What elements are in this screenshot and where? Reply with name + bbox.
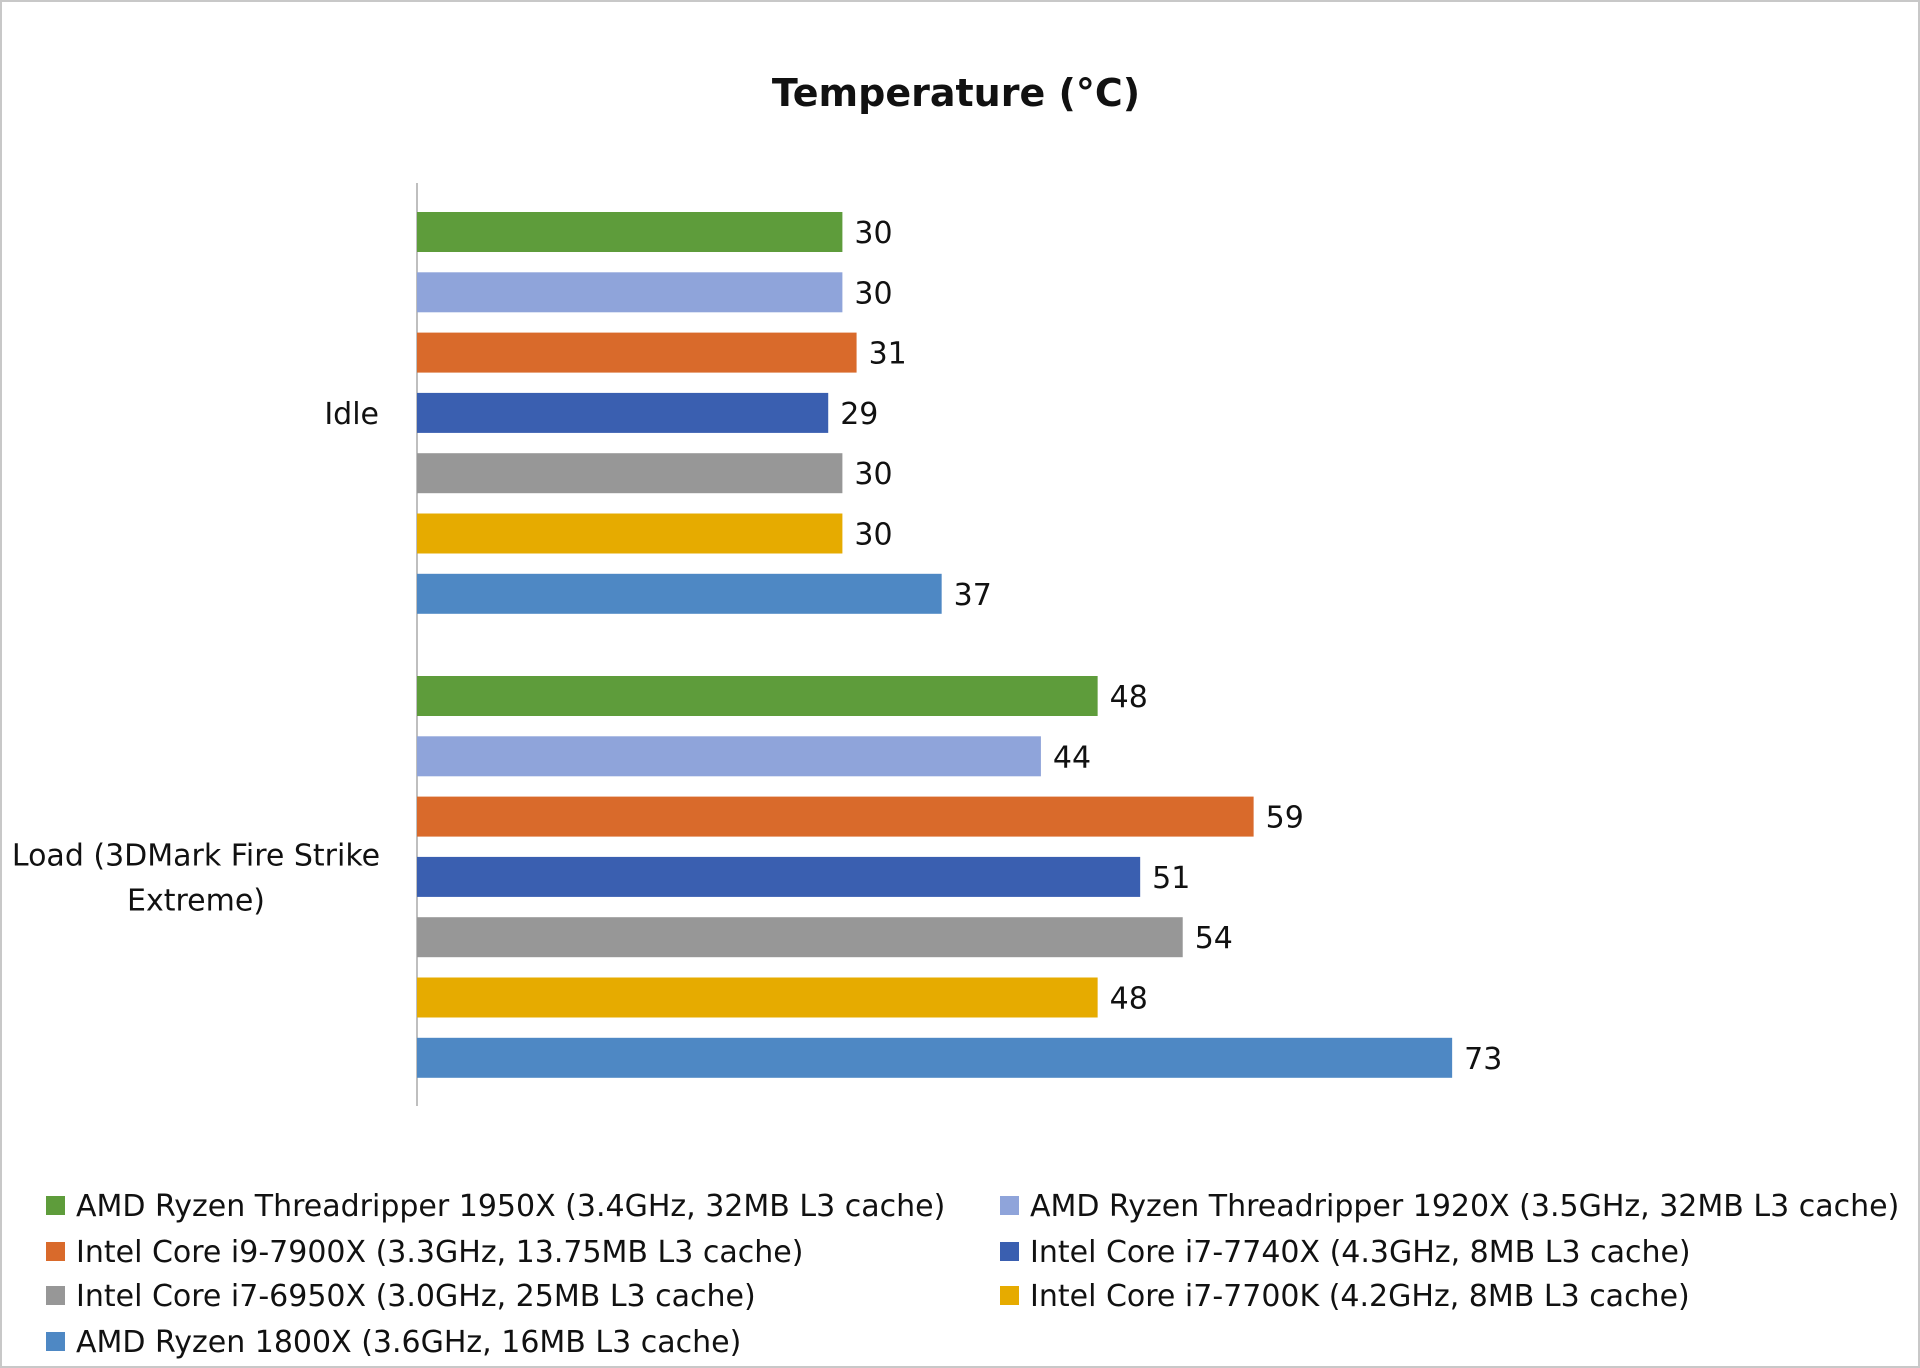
data-label-idle-series-4: 29 bbox=[840, 397, 878, 432]
data-label-load-series-3: 59 bbox=[1266, 801, 1304, 836]
legend-swatch-series-6 bbox=[1000, 1286, 1019, 1305]
bar-idle-series-3 bbox=[417, 332, 857, 373]
data-label-load-series-2: 44 bbox=[1053, 740, 1091, 775]
bar-load-series-7 bbox=[417, 1037, 1453, 1078]
data-label-load-series-1: 48 bbox=[1110, 680, 1148, 715]
data-label-load-series-7: 73 bbox=[1464, 1042, 1502, 1077]
legend-swatch-series-1 bbox=[46, 1196, 65, 1215]
data-label-load-series-5: 54 bbox=[1195, 921, 1233, 956]
data-label-idle-series-3: 31 bbox=[869, 337, 907, 372]
legend-label-series-2: AMD Ryzen Threadripper 1920X (3.5GHz, 32… bbox=[1030, 1189, 1899, 1224]
bar-load-series-5 bbox=[417, 917, 1183, 958]
data-label-load-series-4: 51 bbox=[1152, 861, 1190, 896]
bar-load-series-1 bbox=[417, 676, 1098, 716]
data-label-idle-series-2: 30 bbox=[854, 276, 892, 311]
legend-label-series-1: AMD Ryzen Threadripper 1950X (3.4GHz, 32… bbox=[76, 1189, 945, 1224]
legend-swatch-series-2 bbox=[1000, 1196, 1019, 1215]
category-label-load-line-1: Load (3DMark Fire Strike bbox=[12, 838, 380, 873]
bar-idle-series-4 bbox=[417, 392, 829, 433]
legend-swatch-series-7 bbox=[46, 1332, 65, 1351]
bar-idle-series-6 bbox=[417, 513, 843, 554]
data-label-idle-series-1: 30 bbox=[854, 216, 892, 251]
legend-swatch-series-4 bbox=[1000, 1242, 1019, 1261]
bar-load-series-2 bbox=[417, 736, 1041, 777]
legend-label-series-7: AMD Ryzen 1800X (3.6GHz, 16MB L3 cache) bbox=[76, 1325, 741, 1360]
legend-swatch-series-5 bbox=[46, 1286, 65, 1305]
bar-load-series-4 bbox=[417, 856, 1141, 897]
legend-label-series-6: Intel Core i7-7700K (4.2GHz, 8MB L3 cach… bbox=[1030, 1279, 1690, 1314]
data-label-idle-series-5: 30 bbox=[854, 457, 892, 492]
data-label-idle-series-6: 30 bbox=[854, 518, 892, 553]
legend-swatch-series-3 bbox=[46, 1242, 65, 1261]
bars-group bbox=[417, 212, 1453, 1078]
bar-idle-series-2 bbox=[417, 272, 843, 313]
data-label-load-series-6: 48 bbox=[1110, 982, 1148, 1017]
bar-load-series-6 bbox=[417, 977, 1098, 1018]
category-label-idle-line-1: Idle bbox=[324, 397, 379, 432]
legend: AMD Ryzen Threadripper 1950X (3.4GHz, 32… bbox=[46, 1189, 1899, 1360]
bar-idle-series-1 bbox=[417, 212, 843, 252]
bar-idle-series-7 bbox=[417, 573, 942, 614]
chart-title: Temperature (°C) bbox=[772, 71, 1140, 115]
legend-label-series-3: Intel Core i9-7900X (3.3GHz, 13.75MB L3 … bbox=[76, 1235, 803, 1270]
data-label-idle-series-7: 37 bbox=[954, 578, 992, 613]
legend-label-series-5: Intel Core i7-6950X (3.0GHz, 25MB L3 cac… bbox=[76, 1279, 756, 1314]
legend-label-series-4: Intel Core i7-7740X (4.3GHz, 8MB L3 cach… bbox=[1030, 1235, 1691, 1270]
bar-load-series-3 bbox=[417, 796, 1254, 837]
category-labels-group: Idle Load (3DMark Fire Strike Extreme) bbox=[12, 397, 380, 919]
category-label-load-line-2: Extreme) bbox=[127, 883, 265, 918]
bar-idle-series-5 bbox=[417, 453, 843, 494]
